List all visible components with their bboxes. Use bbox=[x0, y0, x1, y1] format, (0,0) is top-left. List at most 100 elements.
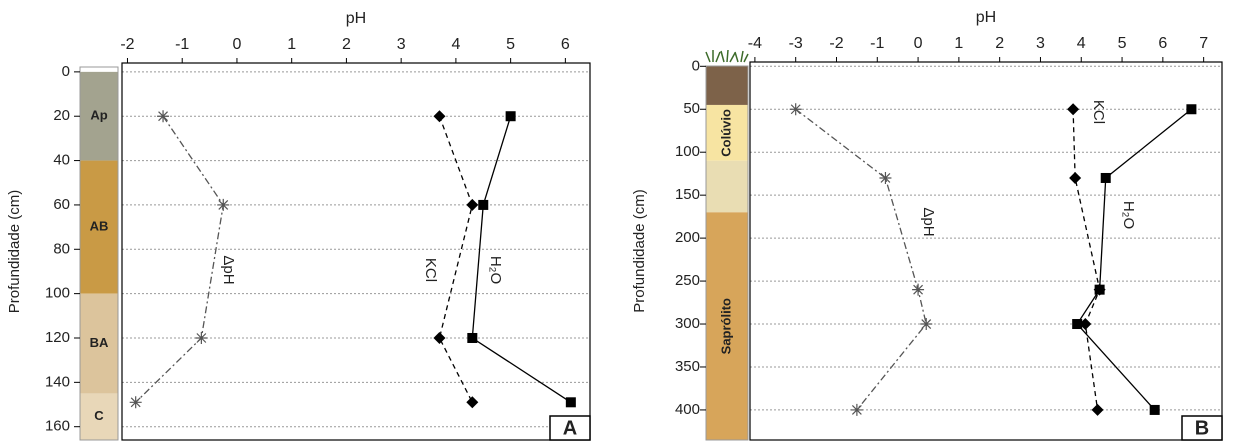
x-tick-label: 1 bbox=[954, 35, 963, 52]
marker-shape bbox=[1069, 171, 1082, 184]
x-tick-label: -2 bbox=[829, 35, 843, 52]
x-axis-label: pH bbox=[346, 10, 366, 27]
data-point bbox=[1100, 172, 1111, 183]
x-tick-label: -4 bbox=[748, 35, 762, 52]
vegetation bbox=[705, 49, 749, 63]
data-point bbox=[467, 332, 478, 343]
data-point bbox=[912, 283, 925, 296]
series-label: H₂O bbox=[487, 256, 504, 284]
x-tick-label: 4 bbox=[451, 36, 460, 53]
horizon-label: AB bbox=[90, 219, 109, 234]
data-point bbox=[217, 198, 230, 211]
data-point bbox=[505, 111, 516, 122]
x-tick-label: 5 bbox=[1118, 35, 1127, 52]
data-point bbox=[920, 318, 933, 331]
series-label: KCl bbox=[422, 258, 439, 282]
data-point bbox=[433, 331, 446, 344]
data-point bbox=[1091, 403, 1104, 416]
horizon-label: C bbox=[94, 408, 104, 423]
panel-box bbox=[549, 415, 591, 441]
x-tick-label: -1 bbox=[870, 35, 884, 52]
plot-frame bbox=[749, 61, 1223, 441]
series-label: ΔpH bbox=[920, 207, 937, 236]
x-tick-label: -2 bbox=[120, 36, 134, 53]
soil-horizon bbox=[706, 104, 748, 161]
marker-shape bbox=[912, 283, 925, 296]
marker-shape bbox=[433, 331, 446, 344]
x-tick-label: 0 bbox=[232, 36, 241, 53]
data-point bbox=[1149, 404, 1160, 415]
data-point bbox=[1094, 284, 1105, 295]
marker-shape bbox=[1149, 404, 1160, 415]
panel-letter: B bbox=[1195, 417, 1209, 439]
series-line bbox=[438, 115, 473, 403]
y-tick-label: 250 bbox=[675, 272, 700, 289]
data-point bbox=[1186, 104, 1197, 115]
marker-shape bbox=[879, 171, 892, 184]
data-point bbox=[850, 403, 863, 416]
series-label: ΔpH bbox=[220, 255, 237, 284]
data-point bbox=[433, 110, 446, 123]
y-tick-label: 200 bbox=[675, 229, 700, 246]
marker-shape bbox=[1186, 104, 1197, 115]
data-point bbox=[466, 198, 479, 211]
data-point bbox=[129, 396, 142, 409]
y-tick-label: 160 bbox=[45, 418, 70, 435]
y-tick-label: 150 bbox=[675, 186, 700, 203]
x-tick-label: 3 bbox=[1036, 35, 1045, 52]
soil-horizon bbox=[706, 160, 748, 213]
horizon-label: Colúvio bbox=[718, 109, 733, 157]
y-tick-label: 120 bbox=[45, 329, 70, 346]
data-point bbox=[1072, 319, 1083, 330]
marker-shape bbox=[466, 198, 479, 211]
soil-horizon bbox=[80, 393, 118, 440]
horizon-label: Ap bbox=[90, 108, 107, 123]
soil-column-border bbox=[705, 65, 749, 441]
marker-shape bbox=[1072, 319, 1083, 330]
soil-horizon bbox=[706, 212, 748, 440]
x-tick-label: 3 bbox=[397, 36, 406, 53]
data-point bbox=[466, 396, 479, 409]
y-tick-label: 60 bbox=[53, 196, 70, 213]
soil-column-border bbox=[79, 66, 119, 441]
x-tick-label: 6 bbox=[561, 36, 570, 53]
series-line bbox=[795, 108, 927, 411]
horizon-label: Saprólito bbox=[718, 298, 733, 354]
x-tick-label: -1 bbox=[175, 36, 189, 53]
x-tick-label: 5 bbox=[506, 36, 515, 53]
data-point bbox=[478, 199, 489, 210]
series-line bbox=[135, 115, 224, 403]
series-label: KCl bbox=[1090, 100, 1107, 124]
marker-shape bbox=[505, 111, 516, 122]
y-tick-label: 20 bbox=[53, 107, 70, 124]
y-tick-label: 350 bbox=[675, 358, 700, 375]
y-tick-label: 300 bbox=[675, 315, 700, 332]
y-tick-label: 140 bbox=[45, 373, 70, 390]
x-tick-label: 2 bbox=[995, 35, 1004, 52]
data-point bbox=[1069, 171, 1082, 184]
x-tick-label: -3 bbox=[789, 35, 803, 52]
x-tick-label: 1 bbox=[287, 36, 296, 53]
data-point bbox=[789, 103, 802, 116]
series-line bbox=[1076, 108, 1192, 411]
y-axis-label: Profundidade (cm) bbox=[631, 189, 648, 312]
marker-shape bbox=[1091, 403, 1104, 416]
panel-letter: A bbox=[563, 417, 577, 439]
horizon-label: BA bbox=[90, 335, 109, 350]
x-tick-label: 2 bbox=[342, 36, 351, 53]
data-point bbox=[879, 171, 892, 184]
soil-horizon bbox=[80, 293, 118, 394]
y-tick-label: 80 bbox=[53, 240, 70, 257]
x-axis-label: pH bbox=[976, 9, 996, 26]
x-tick-label: 4 bbox=[1077, 35, 1086, 52]
marker-shape bbox=[478, 199, 489, 210]
marker-shape bbox=[850, 403, 863, 416]
marker-shape bbox=[1094, 284, 1105, 295]
marker-shape bbox=[789, 103, 802, 116]
data-point bbox=[1067, 103, 1080, 116]
marker-shape bbox=[157, 110, 170, 123]
data-point bbox=[157, 110, 170, 123]
y-tick-label: 400 bbox=[675, 401, 700, 418]
soil-horizon bbox=[706, 66, 748, 105]
